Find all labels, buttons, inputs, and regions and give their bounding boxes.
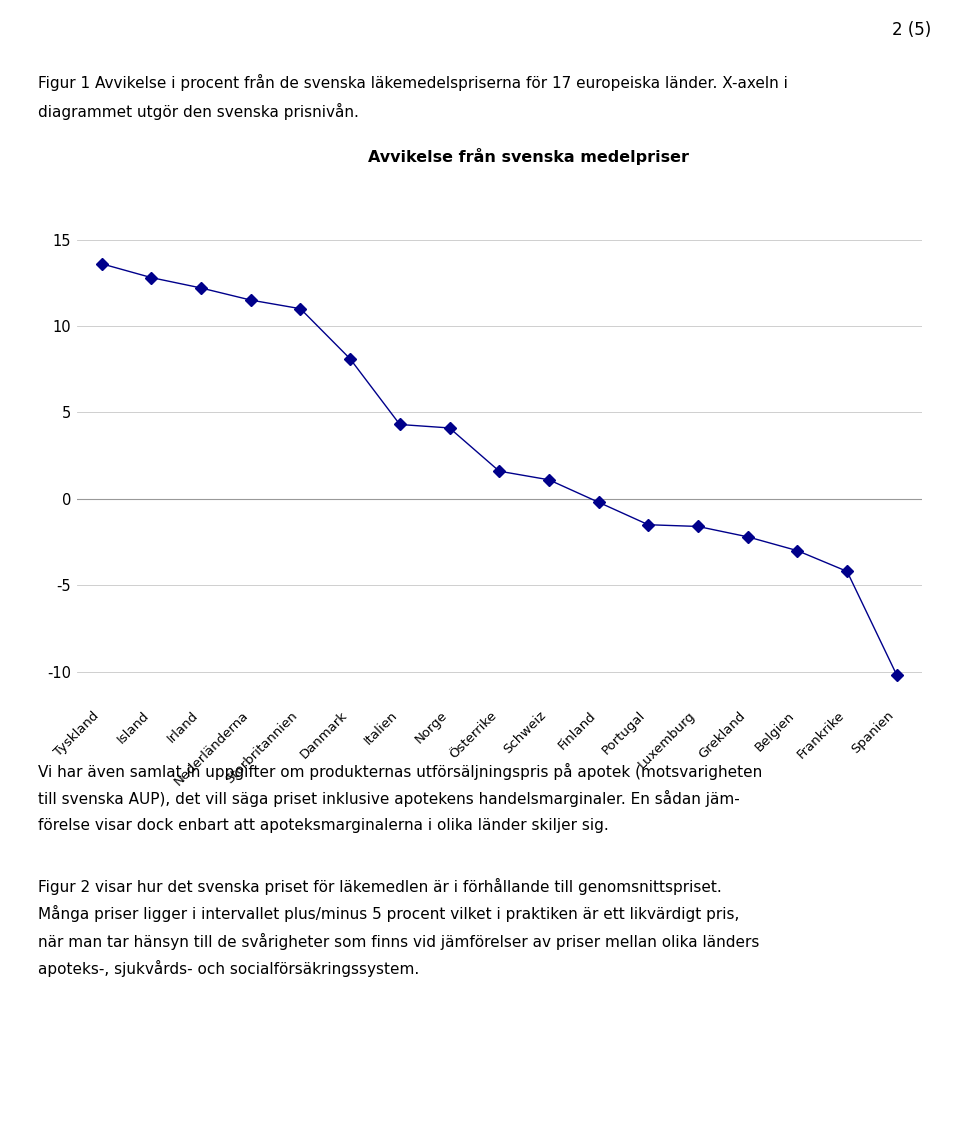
Text: Figur 1 Avvikelse i procent från de svenska läkemedelspriserna för 17 europeiska: Figur 1 Avvikelse i procent från de sven… <box>38 74 788 91</box>
Text: Figur 2 visar hur det svenska priset för läkemedlen är i förhållande till genoms: Figur 2 visar hur det svenska priset för… <box>38 878 722 895</box>
Text: Avvikelse från svenska medelpriser: Avvikelse från svenska medelpriser <box>368 148 688 165</box>
Text: apoteks-, sjukvårds- och socialförsäkringssystem.: apoteks-, sjukvårds- och socialförsäkrin… <box>38 960 420 977</box>
Text: Vi har även samlat in uppgifter om produkternas utförsäljningspris på apotek (mo: Vi har även samlat in uppgifter om produ… <box>38 763 762 780</box>
Text: till svenska AUP), det vill säga priset inklusive apotekens handelsmarginaler. E: till svenska AUP), det vill säga priset … <box>38 790 740 808</box>
Text: Många priser ligger i intervallet plus/minus 5 procent vilket i praktiken är ett: Många priser ligger i intervallet plus/m… <box>38 906 740 923</box>
Text: 2 (5): 2 (5) <box>892 21 931 39</box>
Text: när man tar hänsyn till de svårigheter som finns vid jämförelser av priser mella: när man tar hänsyn till de svårigheter s… <box>38 933 759 950</box>
Text: förelse visar dock enbart att apoteksmarginalerna i olika länder skiljer sig.: förelse visar dock enbart att apoteksmar… <box>38 818 610 833</box>
Text: diagrammet utgör den svenska prisnivån.: diagrammet utgör den svenska prisnivån. <box>38 103 359 120</box>
